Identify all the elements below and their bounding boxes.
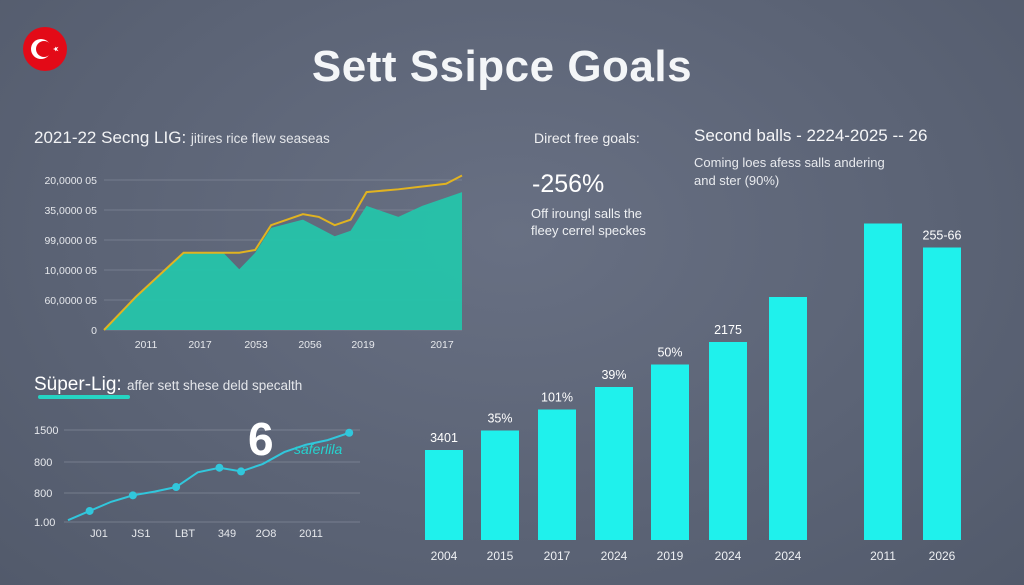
y-tick-label: 99,0000 05 — [44, 235, 97, 247]
line-chart-subtitle: affer sett shese deld specalth — [126, 378, 303, 393]
x-tick-label: 2004 — [431, 549, 458, 563]
bar-data-label: 39% — [601, 368, 626, 382]
line-chart-big-label: 6 — [248, 413, 274, 465]
bar — [651, 364, 689, 540]
line-chart-title: Süper-Lig: affer sett shese deld specalt… — [34, 374, 302, 396]
line-series — [67, 431, 350, 522]
line-marker — [215, 463, 224, 472]
bar-data-label: 35% — [487, 412, 512, 426]
bar — [595, 387, 633, 540]
y-tick-label: 35,0000 05 — [44, 205, 97, 217]
line-marker — [85, 506, 94, 515]
x-tick-label: 2053 — [244, 339, 268, 351]
bar-data-label: 3401 — [430, 431, 458, 445]
y-tick-label: 20,0000 05 — [44, 175, 97, 187]
bar-data-label: 101% — [541, 391, 573, 405]
bar — [864, 223, 902, 540]
bar — [481, 430, 519, 540]
bar-chart-title: Second balls - 2224-2025 -- 26 — [694, 126, 928, 145]
bar-chart: 3401 2004 35% 2015 101% 2017 39% 2024 50% 2019 217… — [425, 223, 962, 563]
turkey-flag-icon — [23, 27, 67, 71]
y-tick-label: 1500 — [34, 425, 58, 437]
x-tick-label: 2017 — [188, 339, 212, 351]
x-tick-label: 2017 — [430, 339, 454, 351]
x-tick-label: 2015 — [487, 549, 514, 563]
x-tick-label: 2017 — [544, 549, 571, 563]
line-marker — [128, 491, 137, 500]
x-tick-label: 2056 — [298, 339, 322, 351]
bar — [538, 409, 576, 540]
bar-data-label: 50% — [657, 346, 682, 360]
y-tick-label: 800 — [34, 457, 52, 469]
x-tick-label: 2O8 — [256, 528, 277, 540]
x-tick-label: J01 — [90, 528, 108, 540]
line-marker — [172, 483, 181, 492]
line-marker — [345, 428, 354, 437]
line-chart-title-main: Süper-Lig: — [34, 374, 122, 395]
bar — [425, 450, 463, 540]
x-tick-label: LBT — [175, 528, 195, 540]
y-tick-label: 60,0000 05 — [44, 295, 97, 307]
bar-data-label: 2175 — [714, 323, 742, 337]
x-tick-label: 2019 — [351, 339, 375, 351]
bar — [923, 247, 961, 540]
x-tick-label: 349 — [218, 528, 236, 540]
line-chart: 1.00 800 800 1500 J01 JS1 LBT 349 2O8 2011 — [34, 425, 360, 540]
area-chart-title: 2021-22 Secng LIG: jitires rice flew sea… — [34, 128, 330, 148]
line-series — [103, 174, 463, 331]
bar-data-label: 255-66 — [923, 229, 962, 243]
line-chart-script-label: saferlila — [294, 441, 343, 457]
direct-goals-value: -256% — [532, 170, 605, 198]
bar — [769, 297, 807, 540]
area-chart-subtitle: jitires rice flew seaseas — [190, 131, 330, 146]
y-tick-label: 10,0000 05 — [44, 265, 97, 277]
x-tick-label: 2024 — [601, 549, 628, 563]
x-tick-label: 2011 — [135, 339, 158, 351]
y-tick-label: 800 — [34, 488, 52, 500]
y-tick-label: 1.00 — [34, 517, 55, 529]
y-tick-label: 0 — [91, 325, 97, 337]
area-series — [104, 192, 462, 330]
x-tick-label: 2024 — [715, 549, 742, 563]
direct-goals-description: Off iroungl salls the fleey cerrel speck… — [531, 206, 646, 238]
x-tick-label: 2026 — [929, 549, 956, 563]
line-marker — [237, 467, 246, 476]
area-chart: 0 60,0000 05 10,0000 05 99,0000 05 35,0000 0… — [44, 174, 463, 351]
bar — [709, 342, 747, 540]
bar-chart-description: Coming loes afess salls andering and ste… — [694, 155, 885, 188]
x-tick-label: 2011 — [870, 549, 896, 563]
x-tick-label: 2019 — [657, 549, 684, 563]
x-tick-label: 2024 — [775, 549, 802, 563]
title-underline — [38, 395, 130, 399]
area-chart-title-main: 2021-22 Secng LIG: — [34, 128, 187, 147]
direct-goals-title: Direct free goals: — [534, 130, 640, 146]
x-tick-label: 2011 — [299, 528, 323, 540]
page-title: Sett Ssipce Goals — [311, 42, 693, 91]
x-tick-label: JS1 — [132, 528, 151, 540]
